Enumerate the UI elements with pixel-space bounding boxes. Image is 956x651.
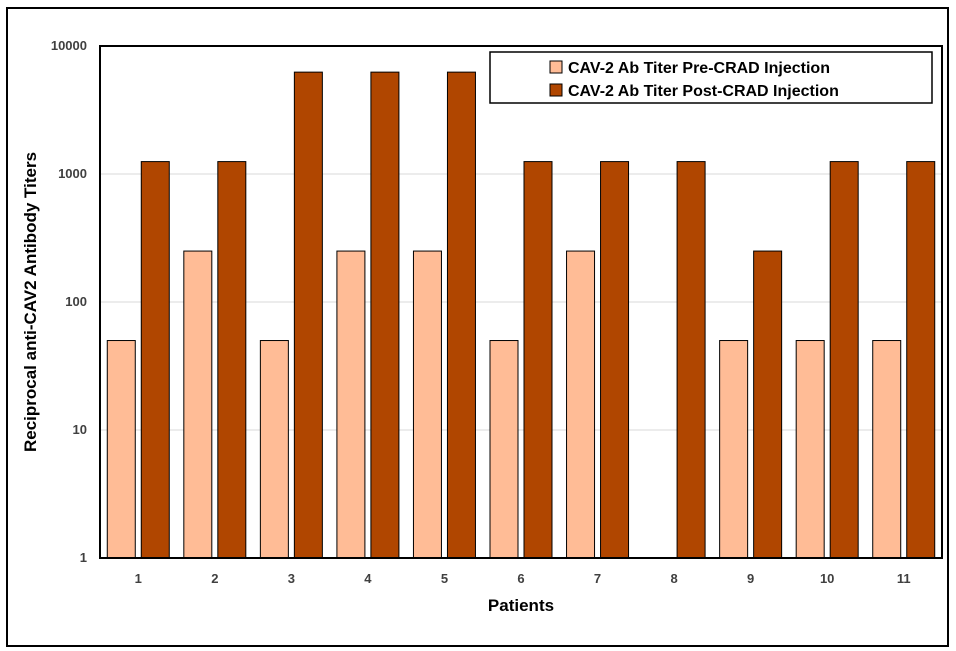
- bar-post-injection: [523, 161, 553, 559]
- bar-post-injection: [676, 161, 706, 559]
- y-tick-label: 100: [65, 294, 87, 309]
- bar-pre-injection: [489, 340, 519, 559]
- y-tick-label: 1000: [58, 166, 87, 181]
- bar-post-injection: [600, 161, 630, 559]
- x-tick-label: 7: [594, 571, 601, 586]
- bar-pre-injection: [106, 340, 136, 559]
- legend-swatch-pre: [549, 60, 563, 74]
- bar-post-injection: [829, 161, 859, 559]
- bar-pre-injection: [872, 340, 902, 559]
- bar-pre-injection: [336, 250, 366, 559]
- y-axis-title: Reciprocal anti-CAV2 Antibody Titers: [21, 152, 40, 452]
- x-tick-label: 5: [441, 571, 448, 586]
- y-tick-label: 1: [80, 550, 87, 565]
- x-tick-label: 4: [364, 571, 372, 586]
- x-tick-label: 6: [517, 571, 524, 586]
- bar-post-injection: [140, 161, 170, 559]
- x-tick-label: 11: [897, 571, 911, 586]
- x-tick-label: 9: [747, 571, 754, 586]
- bar-pre-injection: [183, 250, 213, 559]
- x-tick-labels: 1 2 3 4 5 6 7 8 9 10 11: [135, 571, 911, 586]
- legend-box: [489, 51, 933, 104]
- y-tick-labels: 1 10 100 1000 10000: [51, 38, 87, 565]
- y-tick-label: 10: [73, 422, 87, 437]
- bar-pre-injection: [795, 340, 825, 559]
- x-tick-label: 10: [820, 571, 834, 586]
- x-tick-label: 2: [211, 571, 218, 586]
- bar-post-injection: [293, 71, 323, 559]
- bar-post-injection: [753, 250, 783, 559]
- y-tick-label: 10000: [51, 38, 87, 53]
- bar-post-injection: [906, 161, 936, 559]
- x-tick-label: 3: [288, 571, 295, 586]
- legend: CAV-2 Ab Titer Pre-CRAD Injection CAV-2 …: [489, 51, 933, 104]
- bar-pre-injection: [412, 250, 442, 559]
- legend-label-post: CAV-2 Ab Titer Post-CRAD Injection: [568, 83, 839, 100]
- plot-area-border: [99, 45, 943, 559]
- bar-pre-injection: [259, 340, 289, 559]
- x-axis-title: Patients: [488, 596, 554, 615]
- bar-post-injection: [446, 71, 476, 559]
- bars: [106, 71, 936, 559]
- x-tick-label: 1: [135, 571, 142, 586]
- bar-pre-injection: [719, 340, 749, 559]
- legend-swatch-post: [549, 83, 563, 97]
- bar-post-injection: [217, 161, 247, 559]
- legend-label-pre: CAV-2 Ab Titer Pre-CRAD Injection: [568, 60, 830, 77]
- x-tick-label: 8: [670, 571, 677, 586]
- bar-post-injection: [370, 71, 400, 559]
- bar-pre-injection: [566, 250, 596, 559]
